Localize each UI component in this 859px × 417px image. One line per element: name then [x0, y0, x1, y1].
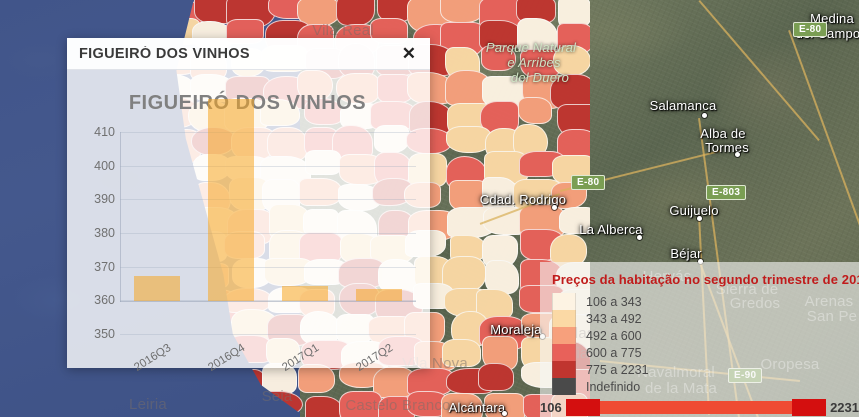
road-shield-icon: E-80 — [571, 175, 606, 190]
city-marker-icon — [697, 216, 702, 221]
map-legend[interactable]: Preços da habitação no segundo trimestre… — [540, 262, 859, 417]
gridline — [120, 132, 416, 133]
choropleth-region[interactable] — [478, 362, 515, 391]
city-marker-icon — [702, 113, 707, 118]
y-axis-tick: 410 — [94, 125, 115, 139]
choropleth-region[interactable] — [305, 395, 343, 417]
legend-class-label: Indefinido — [586, 379, 641, 394]
bar-chart-plot: 350 360 370 380 390 400 410 2016Q3 2016Q4 2017Q1 2… — [75, 99, 420, 374]
y-axis-tick: 380 — [94, 226, 115, 240]
gridline — [120, 199, 416, 201]
legend-class-row[interactable]: Indefinido — [552, 378, 859, 395]
choropleth-region[interactable] — [441, 338, 481, 368]
slider-handle-min[interactable] — [565, 398, 600, 416]
road-shield-icon: E-803 — [706, 185, 747, 200]
x-axis — [120, 301, 416, 302]
chart-bar[interactable] — [356, 289, 402, 301]
choropleth-region[interactable] — [484, 260, 520, 294]
legend-class-label: 492 a 600 — [586, 328, 642, 343]
legend-class-row[interactable]: 492 a 600 — [552, 327, 859, 344]
city-marker-icon — [502, 411, 507, 416]
chart-bar[interactable] — [134, 275, 180, 301]
choropleth-region[interactable] — [339, 391, 383, 417]
city-marker-icon — [735, 152, 740, 157]
legend-color-swatch — [552, 361, 576, 378]
legend-class-list: 106 a 343 343 a 492 492 a 600 600 a 775 775 … — [552, 293, 859, 395]
chart-bar[interactable] — [282, 285, 328, 301]
y-axis — [120, 132, 121, 302]
legend-class-label: 775 a 2231 — [586, 362, 649, 377]
choropleth-region[interactable] — [549, 73, 590, 110]
gridline — [120, 266, 416, 268]
y-axis-tick: 350 — [94, 327, 115, 341]
legend-class-row[interactable]: 775 a 2231 — [552, 361, 859, 378]
y-axis-tick: 360 — [94, 293, 115, 308]
legend-class-label: 106 a 343 — [586, 294, 642, 309]
slider-max-label: 2231 — [830, 399, 859, 415]
legend-color-swatch — [552, 310, 576, 327]
popup-header: FIGUEIRÓ DOS VINHOS ✕ — [67, 38, 430, 70]
chart-container: FIGUEIRÓ DOS VINHOS 350 360 370 380 390 400 41… — [67, 70, 430, 374]
legend-class-label: 600 a 775 — [586, 345, 642, 360]
slider-handle-max[interactable] — [792, 398, 827, 416]
legend-class-row[interactable]: 600 a 775 — [552, 344, 859, 361]
legend-class-row[interactable]: 343 a 492 — [552, 310, 859, 327]
choropleth-region[interactable] — [446, 126, 491, 154]
choropleth-region[interactable] — [335, 0, 375, 26]
choropleth-region[interactable] — [517, 97, 553, 124]
choropleth-region[interactable] — [481, 44, 517, 71]
legend-class-label: 343 a 492 — [586, 311, 642, 326]
close-icon[interactable]: ✕ — [398, 43, 420, 64]
choropleth-region[interactable] — [516, 17, 558, 54]
city-marker-icon — [552, 205, 557, 210]
slider-min-label: 106 — [540, 399, 562, 415]
legend-class-row[interactable]: 106 a 343 — [552, 293, 859, 310]
city-marker-icon — [637, 235, 642, 240]
legend-color-swatch — [552, 327, 576, 344]
choropleth-region[interactable] — [440, 392, 483, 417]
city-marker-icon — [698, 259, 703, 264]
gridline — [120, 334, 416, 335]
choropleth-region[interactable] — [298, 364, 336, 394]
municipality-popup[interactable]: FIGUEIRÓ DOS VINHOS ✕ FIGUEIRÓ DOS VINHO… — [67, 38, 430, 374]
popup-title: FIGUEIRÓ DOS VINHOS — [79, 45, 250, 62]
legend-color-swatch — [552, 344, 576, 361]
legend-color-swatch — [552, 378, 576, 395]
y-axis-tick: 390 — [94, 192, 115, 207]
choropleth-region[interactable] — [552, 44, 590, 77]
road-shield-icon: E-80 — [793, 22, 828, 37]
chart-bar[interactable] — [208, 99, 254, 301]
y-axis-tick: 370 — [94, 259, 115, 274]
gridline — [120, 165, 416, 167]
value-range-slider[interactable]: 106 2231 — [540, 397, 859, 417]
y-axis-tick: 400 — [94, 158, 115, 173]
legend-color-swatch — [552, 293, 576, 310]
choropleth-region[interactable] — [558, 206, 590, 235]
gridline — [120, 300, 416, 302]
slider-track[interactable] — [565, 398, 827, 416]
legend-title: Preços da habitação no segundo trimestre… — [552, 272, 859, 287]
gridline — [120, 233, 416, 234]
